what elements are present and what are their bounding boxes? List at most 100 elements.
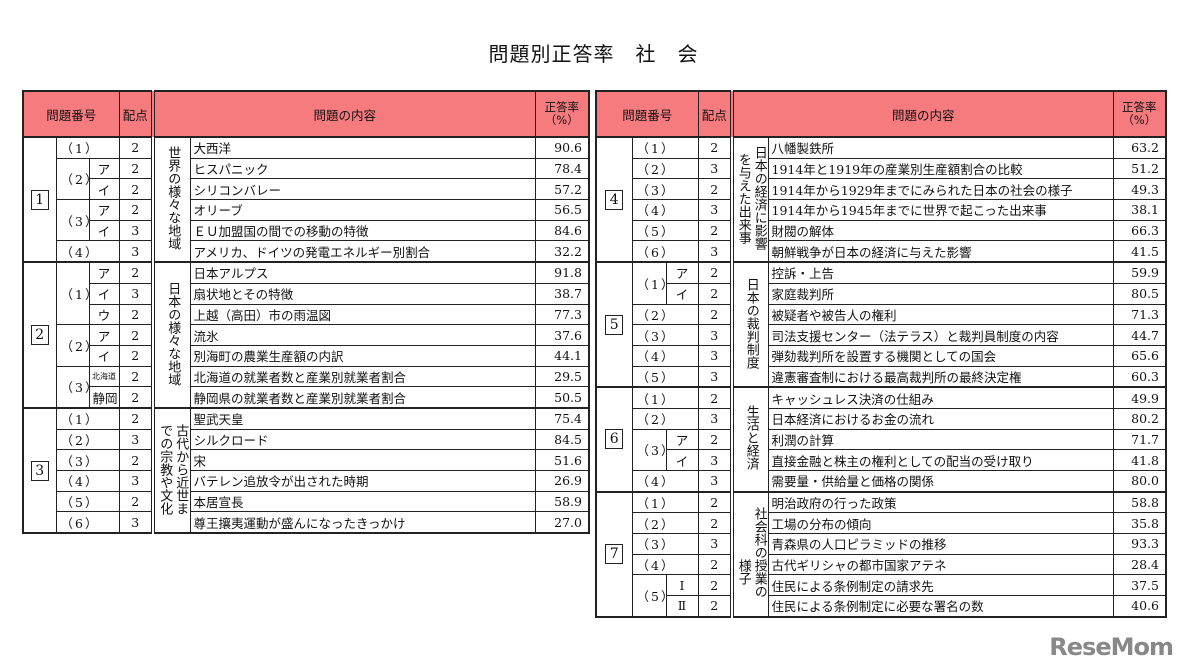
correct-rate: 41.8 xyxy=(1112,449,1167,471)
correct-rate: 26.9 xyxy=(534,470,590,492)
sub-question: ウ xyxy=(88,303,120,326)
section-number: 1 xyxy=(22,135,57,263)
question-content: 宋 xyxy=(189,449,536,471)
section-number: 3 xyxy=(22,406,57,534)
question-content: 利潤の計算 xyxy=(767,428,1114,451)
question-content: 1914年から1945年までに世界で起こった出来事 xyxy=(767,199,1114,221)
question-number: （5） xyxy=(631,574,667,618)
points: 2 xyxy=(697,135,734,159)
section-topic: 生活と経済 xyxy=(731,386,769,493)
table-row: （3） 2 1914年から1929年までにみられた日本の社会の様子 49.3 xyxy=(596,178,1167,201)
question-number: （4） xyxy=(55,240,120,263)
points: 2 xyxy=(697,512,734,535)
table-row: （2） 2 工場の分布の傾向 35.8 xyxy=(596,512,1167,535)
points: 2 xyxy=(118,344,155,367)
points: 2 xyxy=(697,282,734,305)
question-content: 静岡県の就業者数と産業別就業者割合 xyxy=(189,386,536,409)
correct-rate: 51.2 xyxy=(1112,157,1167,180)
section-topic: 日本の様々な地域 xyxy=(152,261,191,409)
points: 3 xyxy=(697,157,734,180)
table-row: イ 3 扇状地とその特徴 38.7 xyxy=(23,282,590,305)
results-table-right: 問題番号 配点 問題の内容 正答率 （%） 4 （1） 2 日本の経済に影響 を与えた出… xyxy=(595,90,1167,618)
header-rate: 正答率 （%） xyxy=(534,90,590,138)
table-row: （6） 3 尊王攘夷運動が盛んになったきっかけ 27.0 xyxy=(23,511,590,534)
points: 3 xyxy=(697,199,734,221)
points: 2 xyxy=(118,449,155,471)
question-number: （5） xyxy=(631,365,699,388)
topic-line: 日本の経済に影響 xyxy=(751,146,767,251)
question-content: 住民による条例制定の請求先 xyxy=(767,574,1114,597)
question-number: （2） xyxy=(55,324,90,367)
question-number: （3） xyxy=(631,533,699,555)
sub-question: Ⅱ xyxy=(665,595,699,618)
question-content: シルクロード xyxy=(189,428,536,451)
question-number: （3） xyxy=(55,199,90,242)
topic-line: 世界の様々な地域 xyxy=(165,146,181,251)
question-content: ヒスパニック xyxy=(189,157,536,180)
question-number: （1） xyxy=(631,490,699,514)
table-row: （4） 2 古代ギリシャの都市国家アテネ 28.4 xyxy=(596,553,1167,576)
topic-line: での宗教や文化 xyxy=(157,423,173,515)
question-number: （1） xyxy=(631,135,699,159)
section-number-box: 1 xyxy=(30,189,49,210)
question-content: ＥＵ加盟国の間での移動の特徴 xyxy=(189,219,536,242)
section-topic: 日本の裁判制度 xyxy=(731,261,769,388)
question-number: （3） xyxy=(631,178,699,201)
table-row: （4） 3 バテレン追放令が出された時期 26.9 xyxy=(23,470,590,492)
table-row: （2） 3 1914年と1919年の産業別生産額割合の比較 51.2 xyxy=(596,157,1167,180)
question-content: 控訴・上告 xyxy=(767,261,1114,284)
correct-rate: 84.6 xyxy=(534,219,590,242)
points: 2 xyxy=(118,365,155,388)
question-number: （3） xyxy=(55,365,90,409)
topic-text: 古代から近世ま での宗教や文化 xyxy=(156,424,188,515)
points: 2 xyxy=(697,303,734,326)
topic-line: 様子 xyxy=(735,520,751,586)
correct-rate: 58.8 xyxy=(1112,490,1167,514)
question-content: 違憲審査制における最高裁判所の最終決定権 xyxy=(767,365,1114,388)
correct-rate: 84.5 xyxy=(534,428,590,451)
points: 3 xyxy=(697,324,734,346)
results-table-left: 問題番号 配点 問題の内容 正答率 （%） 1 （1） 2 世界の様々な地域 大西洋 90… xyxy=(22,90,590,535)
table-row: （6） 3 朝鮮戦争が日本の経済に与えた影響 41.5 xyxy=(596,240,1167,263)
points: 2 xyxy=(118,178,155,201)
points: 2 xyxy=(697,178,734,201)
correct-rate: 66.3 xyxy=(1112,219,1167,242)
question-content: 1914年から1929年までにみられた日本の社会の様子 xyxy=(767,178,1114,201)
points: 2 xyxy=(697,219,734,242)
question-number: （5） xyxy=(55,490,120,513)
question-number: （2） xyxy=(631,303,699,326)
points: 3 xyxy=(118,219,155,242)
table-row: イ 3 ＥＵ加盟国の間での移動の特徴 84.6 xyxy=(23,219,590,242)
question-content: 北海道の就業者数と産業別就業者割合 xyxy=(189,365,536,388)
table-row: ウ 2 上越（高田）市の雨温図 77.3 xyxy=(23,303,590,326)
points: 2 xyxy=(697,490,734,514)
correct-rate: 80.5 xyxy=(1112,282,1167,305)
correct-rate: 80.0 xyxy=(1112,469,1167,493)
correct-rate: 59.9 xyxy=(1112,261,1167,284)
points: 3 xyxy=(697,533,734,555)
question-number: （2） xyxy=(631,157,699,180)
question-content: 古代ギリシャの都市国家アテネ xyxy=(767,553,1114,576)
correct-rate: 38.1 xyxy=(1112,199,1167,221)
header-content: 問題の内容 xyxy=(152,90,536,138)
table-row: （3） 2 宋 51.6 xyxy=(23,449,590,471)
question-number: （6） xyxy=(631,240,699,263)
correct-rate: 27.0 xyxy=(534,511,590,534)
topic-text: 生活と経済 xyxy=(743,405,759,470)
points: 2 xyxy=(118,490,155,513)
sub-question: イ xyxy=(88,282,120,305)
header-points: 配点 xyxy=(118,90,155,138)
question-content: シリコンバレー xyxy=(189,178,536,201)
table-row: イ 2 シリコンバレー 57.2 xyxy=(23,178,590,201)
question-number: （4） xyxy=(631,469,699,493)
table-row: イ 2 別海町の農業生産額の内訳 44.1 xyxy=(23,344,590,367)
points: 3 xyxy=(697,449,734,471)
topic-text: 世界の様々な地域 xyxy=(164,146,180,250)
correct-rate: 49.9 xyxy=(1112,386,1167,409)
topic-text: 社会科の授業の 様子 xyxy=(735,507,767,598)
question-number: （4） xyxy=(631,553,699,576)
question-number: （1） xyxy=(55,261,90,326)
table-row: （5） 3 違憲審査制における最高裁判所の最終決定権 60.3 xyxy=(596,365,1167,388)
table-row: 3 （1） 2 古代から近世ま での宗教や文化 聖武天皇 75.4 xyxy=(22,406,590,534)
